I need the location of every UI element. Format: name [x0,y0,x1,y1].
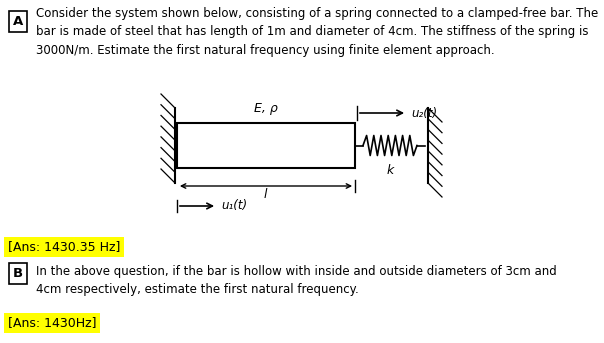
Text: [Ans: 1430Hz]: [Ans: 1430Hz] [8,317,97,330]
Text: u₁(t): u₁(t) [221,200,247,213]
Text: Consider the system shown below, consisting of a spring connected to a clamped-f: Consider the system shown below, consist… [36,7,598,57]
Text: In the above question, if the bar is hollow with inside and outside diameters of: In the above question, if the bar is hol… [36,265,557,296]
Text: E, ρ: E, ρ [254,102,278,115]
Bar [177,123,355,168]
Text: u₂(t): u₂(t) [411,106,437,119]
Text: k: k [387,164,394,177]
Text: B: B [13,267,23,280]
Text: [Ans: 1430.35 Hz]: [Ans: 1430.35 Hz] [8,240,120,253]
Text: A: A [13,15,23,28]
Text: l: l [263,188,267,201]
